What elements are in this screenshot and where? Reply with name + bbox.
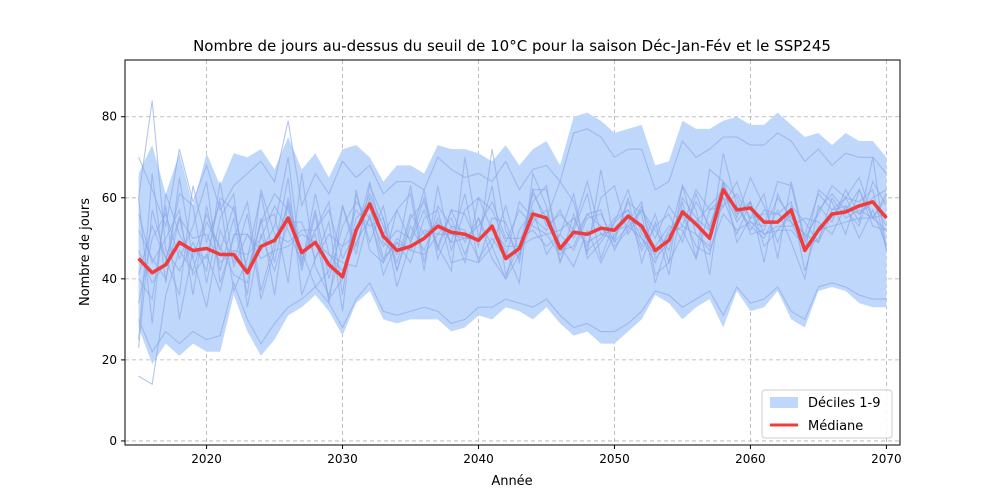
member-line-12 <box>138 120 887 229</box>
x-tick-label: 2070 <box>871 452 902 466</box>
member-line-13 <box>138 281 887 353</box>
chart-title: Nombre de jours au-dessus du seuil de 10… <box>193 37 831 55</box>
member-line-10 <box>138 180 887 324</box>
x-tick-label: 2020 <box>191 452 222 466</box>
plot-frame <box>124 59 901 446</box>
y-axis-ticks: 0 20 40 60 80 <box>102 110 125 448</box>
x-tick-label: 2030 <box>327 452 358 466</box>
y-axis-label: Nombre de jours <box>78 198 93 306</box>
legend-band-swatch <box>770 397 798 408</box>
median-line <box>137 187 888 279</box>
member-line-2 <box>138 157 887 340</box>
legend: Déciles 1-9 Médiane <box>761 389 893 439</box>
x-axis-ticks: 2020 2030 2040 2050 2060 2070 <box>191 445 902 466</box>
y-tick-label: 60 <box>102 191 117 205</box>
member-line-9 <box>138 184 887 348</box>
y-tick-label: 40 <box>102 272 117 286</box>
member-line-11 <box>138 212 887 293</box>
y-tick-label: 80 <box>102 110 117 124</box>
x-tick-label: 2060 <box>735 452 766 466</box>
y-tick-label: 0 <box>109 434 117 448</box>
member-line-8 <box>138 188 887 281</box>
x-axis-label: Année <box>491 474 532 489</box>
member-line-1 <box>138 149 887 386</box>
median-line-path <box>137 187 888 279</box>
x-tick-label: 2040 <box>463 452 494 466</box>
legend-median-label: Médiane <box>808 419 863 434</box>
x-tick-label: 2050 <box>599 452 630 466</box>
member-line-7 <box>138 188 887 308</box>
y-tick-label: 20 <box>102 353 117 367</box>
legend-band-label: Déciles 1-9 <box>808 396 881 411</box>
ensemble-members <box>138 100 887 386</box>
member-line-4 <box>138 180 887 296</box>
